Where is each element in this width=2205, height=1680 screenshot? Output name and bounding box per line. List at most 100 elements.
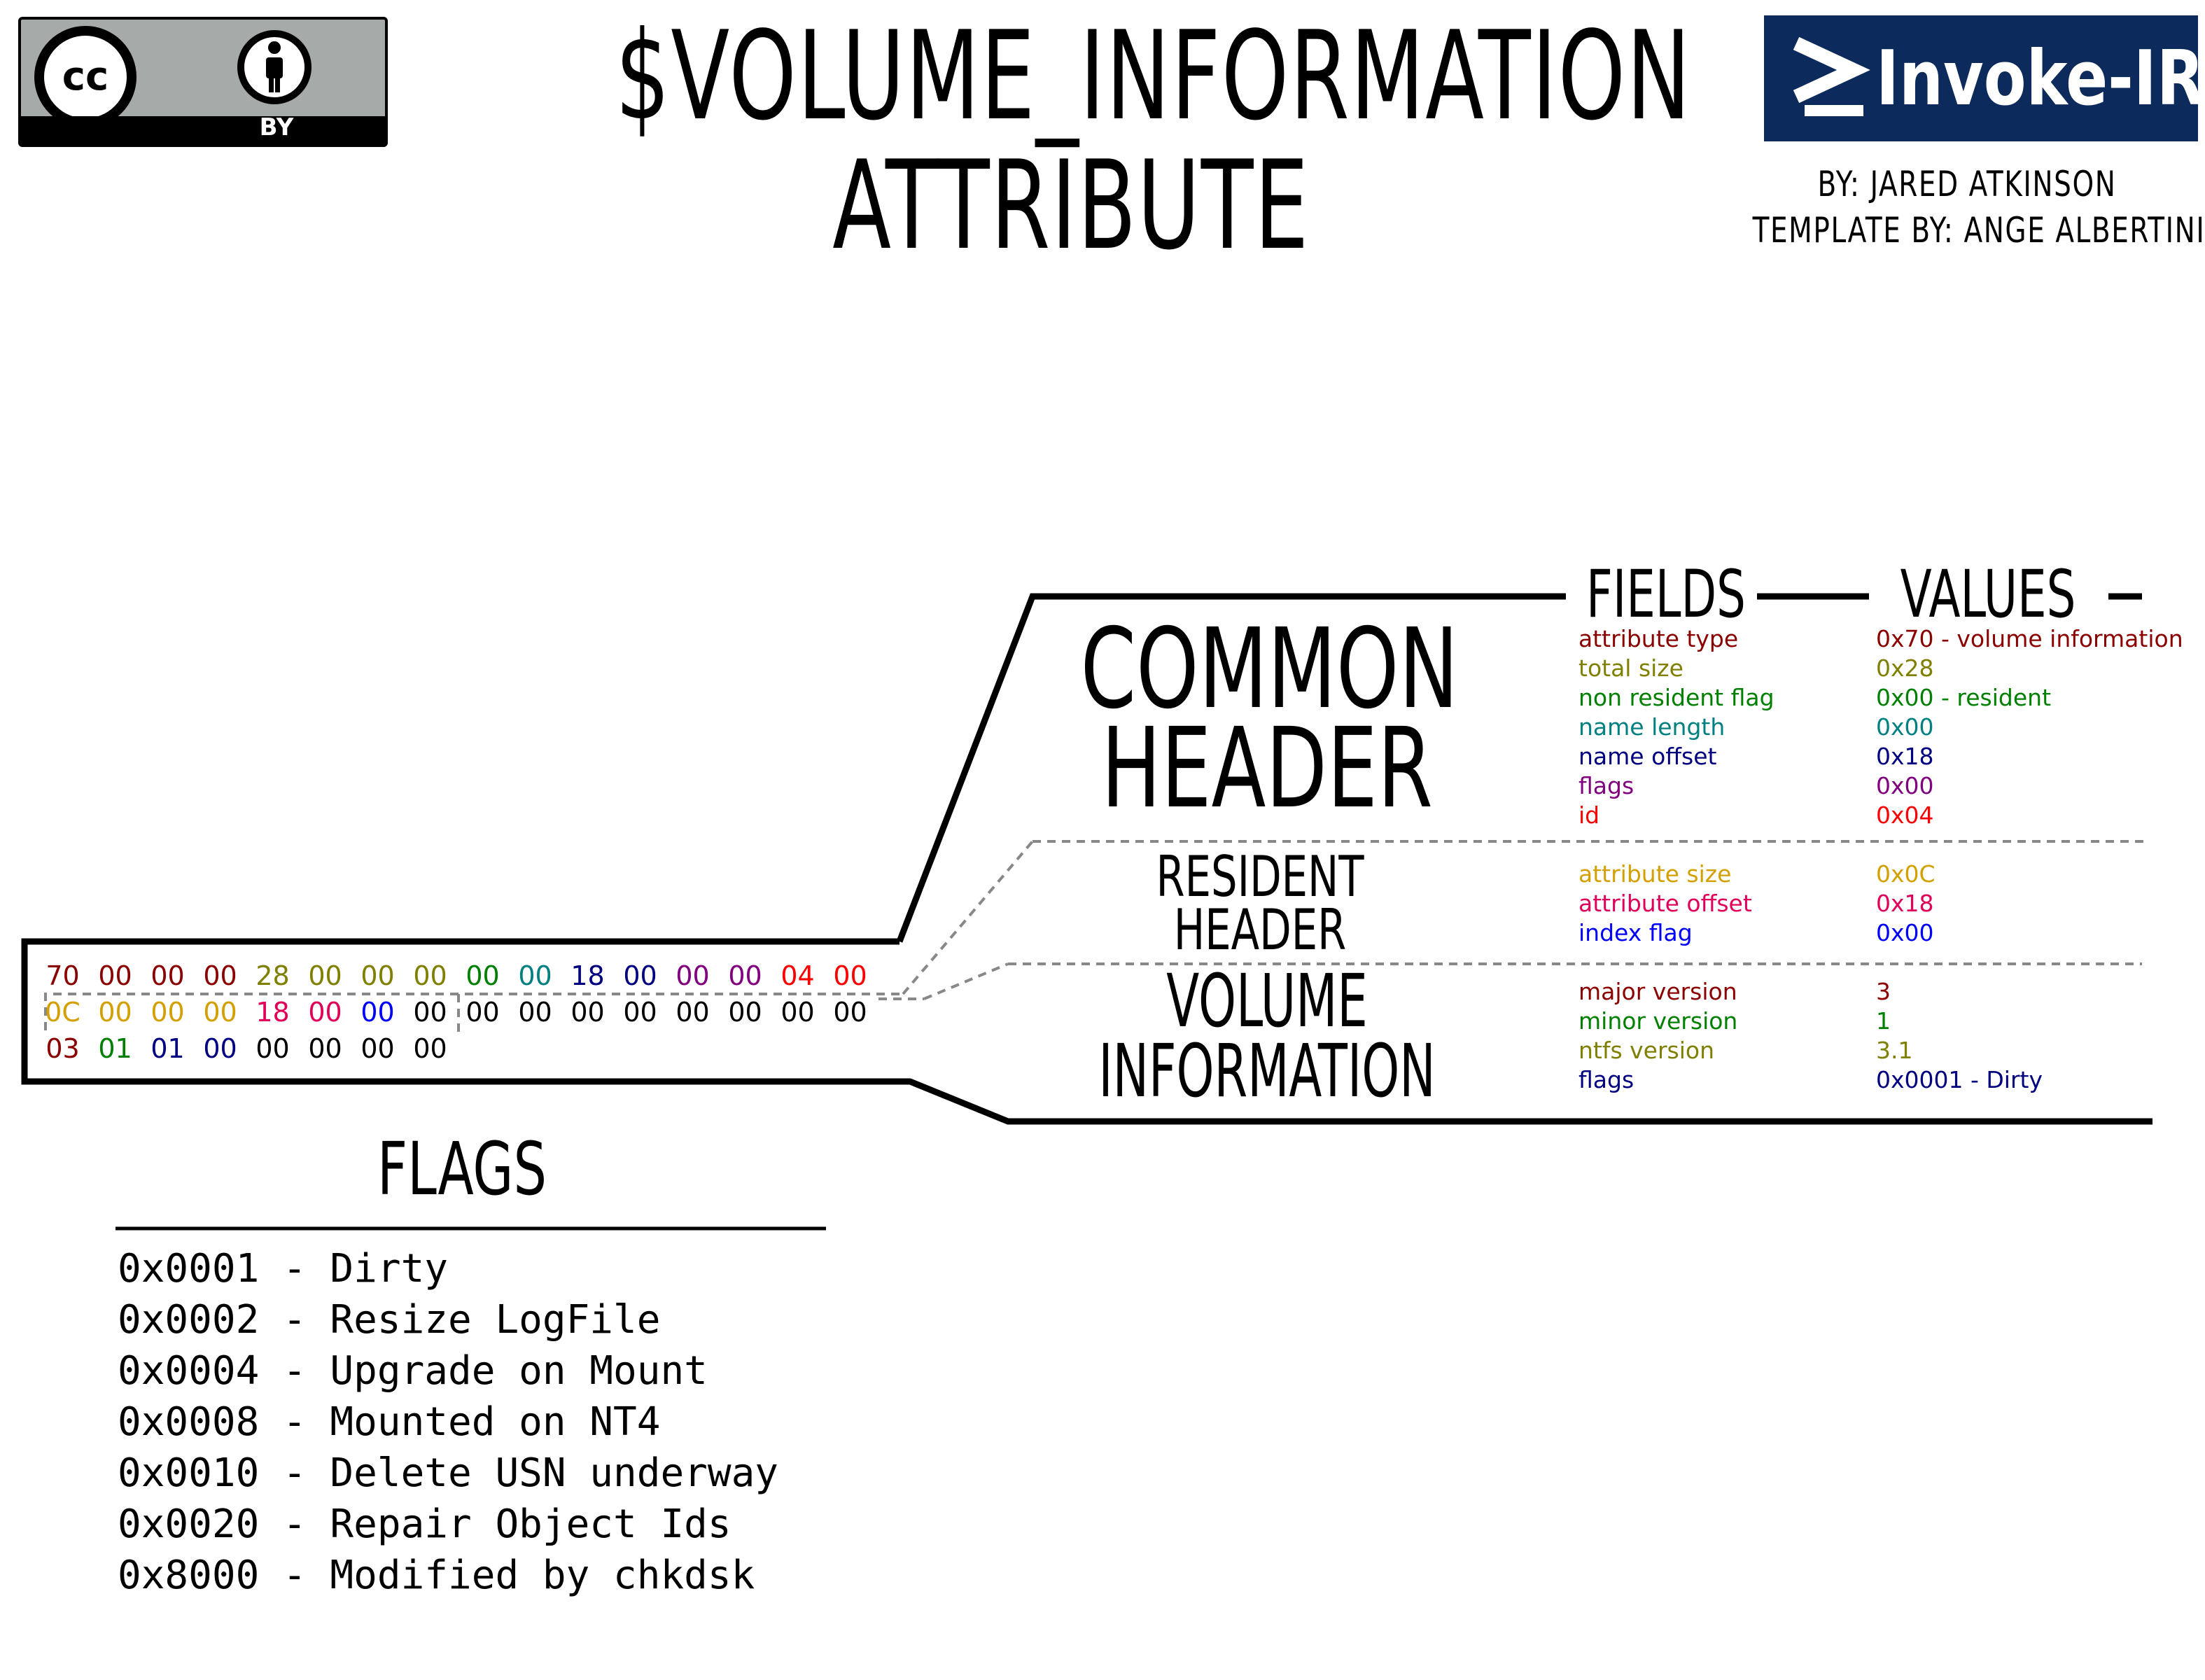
hex-byte: 00 xyxy=(360,997,395,1028)
hex-byte: 00 xyxy=(150,997,185,1028)
field-value: 0x0001 - Dirty xyxy=(1876,1066,2043,1093)
field-name: name length xyxy=(1578,713,1726,741)
field-name: total size xyxy=(1578,654,1684,682)
hex-byte: 00 xyxy=(623,997,657,1028)
hex-box-outline xyxy=(21,938,2152,1125)
hex-byte: 00 xyxy=(676,960,710,991)
hex-byte: 00 xyxy=(308,1033,342,1064)
hex-byte: 00 xyxy=(98,997,132,1028)
field-value: 0x28 xyxy=(1876,654,1934,682)
fields-column-header: FIELDS xyxy=(1586,556,1746,633)
field-name: index flag xyxy=(1578,919,1693,946)
hex-byte: 70 xyxy=(46,960,80,991)
hex-byte: 00 xyxy=(623,960,657,991)
invoke-ir-logo: Invoke-IR xyxy=(1764,15,2204,141)
field-value: 0x18 xyxy=(1876,743,1934,770)
volume-information-line1: VOLUME xyxy=(1166,958,1368,1044)
hex-byte: 00 xyxy=(465,960,500,991)
resident-header-line2: HEADER xyxy=(1173,897,1347,962)
common-header-line1: COMMON xyxy=(1080,605,1459,734)
flag-item: 0x0008 - Mounted on NT4 xyxy=(118,1399,661,1445)
hex-row: 0C 00 00 00 18 00 00 00 00 00 00 00 00 00 00 00 xyxy=(36,997,876,1033)
hex-byte: 00 xyxy=(728,960,762,991)
hex-byte: 18 xyxy=(570,960,605,991)
flags-list: 0x0001 - Dirty 0x0002 - Resize LogFile 0x0… xyxy=(118,1243,778,1601)
hex-byte: 00 xyxy=(360,960,395,991)
hex-dump: 70 00 00 00 28 00 00 00 00 00 18 00 00 00 04 00 0C 00 00 0… xyxy=(36,960,876,1070)
field-value: 0x00 xyxy=(1876,772,1934,799)
hex-byte: 01 xyxy=(150,1033,185,1064)
resident-header-fields: attribute size attribute offset index flag xyxy=(1578,860,1752,948)
field-name: non resident flag xyxy=(1578,684,1774,711)
volume-information-fields: major version minor version ntfs version fl… xyxy=(1578,977,1737,1095)
hex-byte: 00 xyxy=(360,1033,395,1064)
flag-item: 0x0001 - Dirty xyxy=(118,1246,449,1292)
hex-byte: 00 xyxy=(98,960,132,991)
cc-text: cc xyxy=(62,54,108,99)
field-value: 3.1 xyxy=(1876,1037,1913,1064)
hex-byte: 00 xyxy=(255,1033,290,1064)
flag-item: 0x0020 - Repair Object Ids xyxy=(118,1502,732,1547)
person-head-icon xyxy=(268,41,281,54)
resident-header-title: RESIDENT HEADER xyxy=(1105,844,1415,962)
title-line-2: ATTRIBUTE xyxy=(832,135,1310,277)
field-name: attribute offset xyxy=(1578,890,1752,917)
hex-row: 70 00 00 00 28 00 00 00 00 00 18 00 00 00 04 00 xyxy=(36,960,876,997)
common-header-fields: attribute type total size non resident fla… xyxy=(1578,624,1774,830)
field-name: ntfs version xyxy=(1578,1037,1715,1064)
field-name: major version xyxy=(1578,978,1737,1005)
hex-byte: 18 xyxy=(255,997,290,1028)
hex-byte: 00 xyxy=(308,960,342,991)
field-name: name offset xyxy=(1578,743,1717,770)
field-name: id xyxy=(1578,802,1600,829)
hex-byte: 04 xyxy=(780,960,815,991)
hex-byte: 00 xyxy=(780,997,815,1028)
hex-byte: 28 xyxy=(255,960,290,991)
resident-header-values: 0x0C 0x18 0x00 xyxy=(1876,860,1935,948)
flag-item: 0x0002 - Resize LogFile xyxy=(118,1297,661,1343)
field-name: minor version xyxy=(1578,1007,1738,1035)
field-value: 0x04 xyxy=(1876,802,1934,829)
author-credit: BY: JARED ATKINSON xyxy=(1817,164,2117,204)
hex-byte: 00 xyxy=(518,960,552,991)
by-label: BY xyxy=(259,113,294,141)
field-value: 0x00 - resident xyxy=(1876,684,2052,711)
volume-information-values: 3 1 3.1 0x0001 - Dirty xyxy=(1876,977,2043,1095)
resident-header-line1: RESIDENT xyxy=(1156,844,1364,909)
hex-byte: 00 xyxy=(728,997,762,1028)
hex-byte: 00 xyxy=(308,997,342,1028)
hex-byte: 00 xyxy=(413,997,447,1028)
field-name: flags xyxy=(1578,1066,1634,1093)
hex-byte: 00 xyxy=(203,997,237,1028)
hex-byte: 00 xyxy=(413,960,447,991)
volume-information-line2: INFORMATION xyxy=(1098,1028,1436,1114)
values-column-header: VALUES xyxy=(1900,556,2076,633)
field-name: attribute size xyxy=(1578,860,1732,888)
common-header-bracket xyxy=(896,593,1566,943)
hex-byte: 00 xyxy=(570,997,605,1028)
hex-byte: 00 xyxy=(413,1033,447,1064)
flag-item: 0x0004 - Upgrade on Mount xyxy=(118,1348,708,1394)
flag-item: 0x0010 - Delete USN underway xyxy=(118,1450,779,1496)
hex-byte: 03 xyxy=(46,1033,80,1064)
field-value: 3 xyxy=(1876,978,1891,1005)
volume-information-title: VOLUME INFORMATION xyxy=(1091,958,1443,1114)
common-header-values: 0x70 - volume information 0x28 0x00 - resi… xyxy=(1876,624,2183,830)
hex-byte: 00 xyxy=(203,960,237,991)
hex-byte: 00 xyxy=(518,997,552,1028)
hex-row: 03 01 01 00 00 00 00 00 xyxy=(36,1033,876,1070)
hex-byte: 01 xyxy=(98,1033,132,1064)
hex-byte: 00 xyxy=(203,1033,237,1064)
field-value: 1 xyxy=(1876,1007,1891,1035)
field-name: attribute type xyxy=(1578,625,1739,652)
hex-byte: 0C xyxy=(45,997,80,1028)
field-value: 0x18 xyxy=(1876,890,1934,917)
common-header-title: COMMON HEADER xyxy=(1080,605,1459,824)
hex-byte: 00 xyxy=(833,960,867,991)
hex-byte: 00 xyxy=(833,997,867,1028)
title-line-1: $VOLUME_INFORMATION xyxy=(615,6,1692,148)
template-credit: TEMPLATE BY: ANGE ALBERTINI xyxy=(1752,210,2205,251)
logo-name: Invoke-IR xyxy=(1876,35,2205,122)
field-value: 0x00 xyxy=(1876,919,1934,946)
